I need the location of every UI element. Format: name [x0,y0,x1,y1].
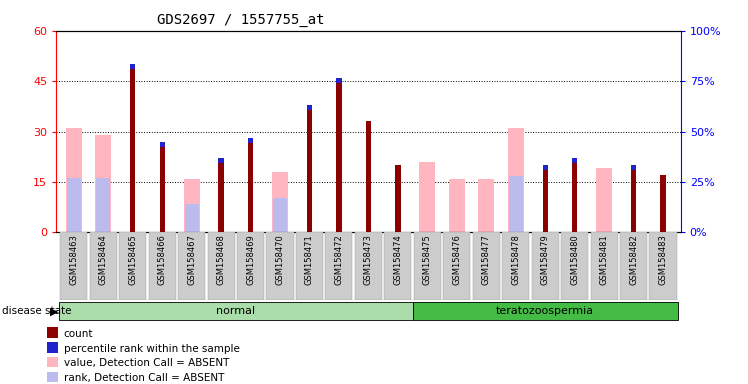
FancyBboxPatch shape [502,232,530,300]
Bar [508,128,524,232]
Text: GSM158465: GSM158465 [128,234,137,285]
FancyBboxPatch shape [444,232,470,300]
Text: GSM158479: GSM158479 [541,234,550,285]
FancyBboxPatch shape [90,232,117,300]
Bar [572,158,577,232]
Bar [273,198,287,232]
FancyBboxPatch shape [61,232,88,300]
Text: GSM158471: GSM158471 [305,234,314,285]
Bar [542,165,548,232]
Text: GSM158463: GSM158463 [70,234,79,285]
Bar [572,159,577,164]
Text: GSM158480: GSM158480 [570,234,579,285]
Text: rank, Detection Call = ABSENT: rank, Detection Call = ABSENT [64,373,224,383]
Text: ▶: ▶ [50,306,58,316]
FancyBboxPatch shape [325,232,352,300]
Bar [185,204,198,232]
Text: count: count [64,329,94,339]
Text: GSM158476: GSM158476 [453,234,462,285]
Text: GSM158481: GSM158481 [600,234,609,285]
FancyBboxPatch shape [355,232,382,300]
FancyBboxPatch shape [237,232,264,300]
FancyBboxPatch shape [532,232,559,300]
FancyBboxPatch shape [119,232,147,300]
Text: GSM158475: GSM158475 [423,234,432,285]
FancyBboxPatch shape [620,232,647,300]
Text: GSM158469: GSM158469 [246,234,255,285]
Text: GSM158472: GSM158472 [334,234,343,285]
Text: GSM158466: GSM158466 [158,234,167,285]
Bar [542,165,548,170]
Text: percentile rank within the sample: percentile rank within the sample [64,344,239,354]
Bar [272,172,288,232]
FancyBboxPatch shape [59,303,413,320]
Bar [509,176,523,232]
Bar [307,104,312,232]
Bar [159,142,165,147]
Text: GSM158483: GSM158483 [658,234,667,285]
Bar [66,128,82,232]
Bar [67,178,81,232]
Bar [47,357,58,367]
Bar [47,342,58,353]
Text: GDS2697 / 1557755_at: GDS2697 / 1557755_at [157,13,325,27]
Bar [307,104,312,110]
Bar [366,121,371,232]
FancyBboxPatch shape [296,232,323,300]
FancyBboxPatch shape [649,232,676,300]
Text: GSM158474: GSM158474 [393,234,402,285]
FancyBboxPatch shape [414,232,441,300]
Bar [47,328,58,338]
Bar [337,78,342,232]
Bar [95,135,111,232]
Bar [130,64,135,70]
Text: GSM158467: GSM158467 [187,234,196,285]
Text: teratozoospermia: teratozoospermia [496,306,594,316]
Text: normal: normal [216,306,255,316]
Bar [337,78,342,83]
Bar [631,165,637,170]
Bar [478,179,494,232]
Bar [218,158,224,232]
FancyBboxPatch shape [266,232,293,300]
FancyBboxPatch shape [413,303,678,320]
Bar [631,165,637,232]
Text: value, Detection Call = ABSENT: value, Detection Call = ABSENT [64,358,229,368]
Bar [47,371,58,382]
Bar [449,179,465,232]
Text: disease state: disease state [2,306,72,316]
FancyBboxPatch shape [473,232,500,300]
FancyBboxPatch shape [561,232,588,300]
Bar [218,159,224,164]
Text: GSM158468: GSM158468 [217,234,226,285]
Bar [395,165,400,232]
FancyBboxPatch shape [590,232,618,300]
Bar [96,178,110,232]
Text: GSM158478: GSM158478 [511,234,520,285]
Text: GSM158477: GSM158477 [482,234,491,285]
Bar [183,179,200,232]
FancyBboxPatch shape [149,232,176,300]
FancyBboxPatch shape [207,232,235,300]
Text: GSM158473: GSM158473 [364,234,373,285]
FancyBboxPatch shape [384,232,411,300]
Bar [660,175,666,232]
Bar [248,138,253,232]
Text: GSM158464: GSM158464 [99,234,108,285]
Text: GSM158470: GSM158470 [275,234,284,285]
Text: GSM158482: GSM158482 [629,234,638,285]
Bar [159,142,165,232]
FancyBboxPatch shape [178,232,205,300]
Bar [248,138,253,143]
Bar [130,64,135,232]
Bar [596,169,612,232]
Bar [419,162,435,232]
